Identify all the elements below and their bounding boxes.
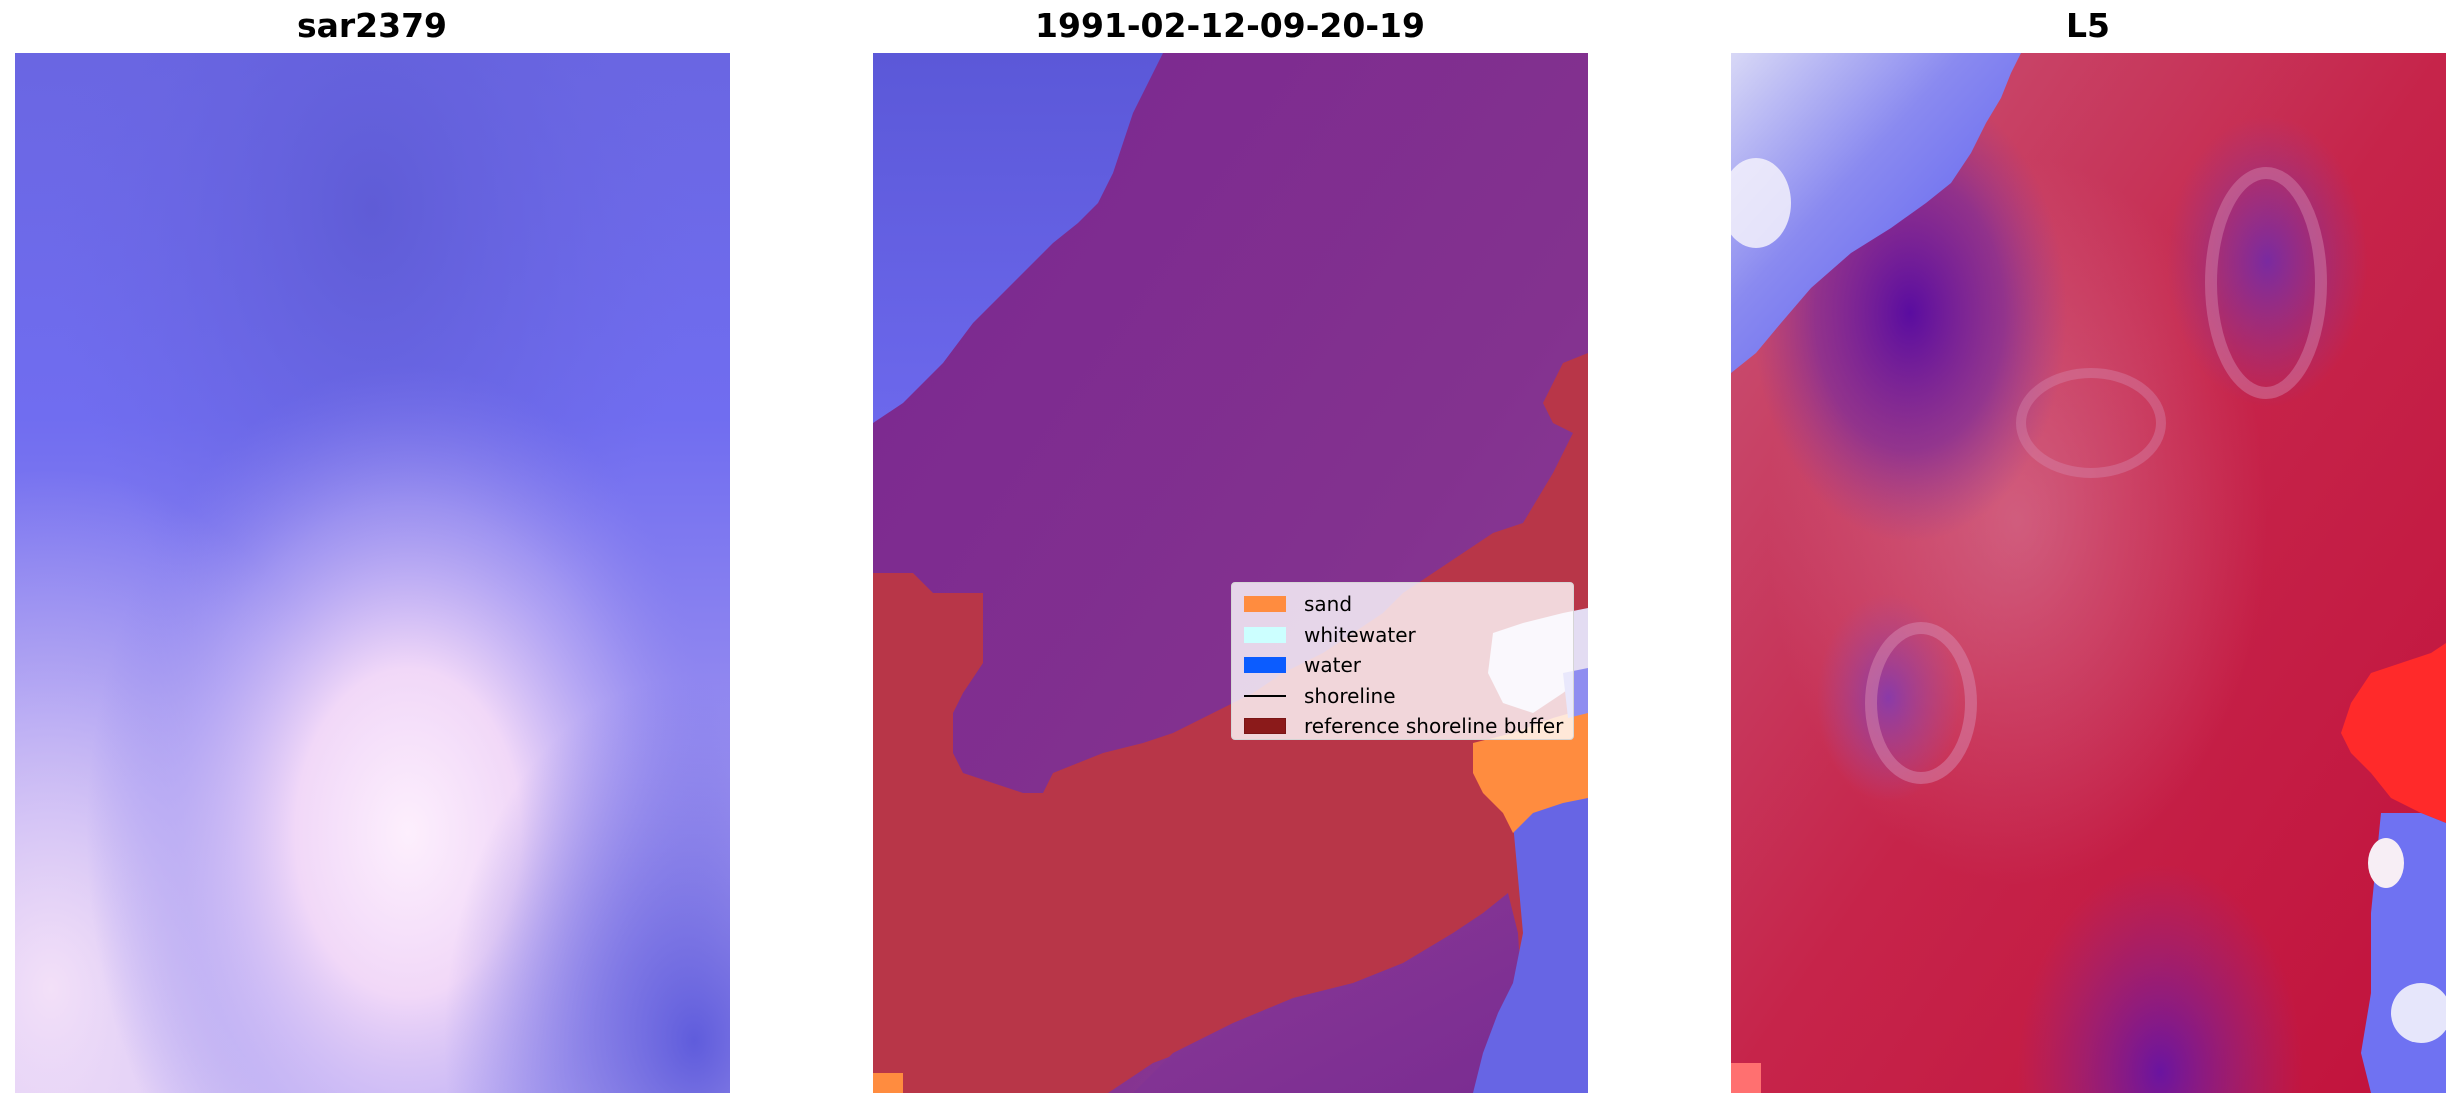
land-region-lower xyxy=(1133,893,1523,1093)
classified-image-panel xyxy=(873,53,1588,1093)
legend-item-water: water xyxy=(1238,650,1573,681)
legend-swatch-whitewater xyxy=(1244,626,1286,643)
panel-title-l5: L5 xyxy=(2066,6,2110,45)
legend-item-shoreline: shoreline xyxy=(1238,681,1573,712)
reference-buffer-patch xyxy=(1543,353,1588,443)
legend-label: water xyxy=(1304,653,1361,678)
legend-line-shoreline xyxy=(1244,688,1286,704)
legend-label: shoreline xyxy=(1304,683,1396,708)
legend-swatch-reference-buffer xyxy=(1244,718,1286,735)
l5-white-spot xyxy=(2368,838,2404,888)
l5-image xyxy=(1731,53,2446,1093)
water-region xyxy=(873,53,1163,423)
classified-image xyxy=(873,53,1588,1093)
l5-bright-red-region xyxy=(2341,643,2446,823)
legend-item-reference-buffer: reference shoreline buffer xyxy=(1238,711,1573,742)
legend-label: reference shoreline buffer xyxy=(1304,714,1564,739)
l5-image-panel xyxy=(1731,53,2446,1093)
sar-image xyxy=(15,53,730,1093)
legend-swatch-water xyxy=(1244,657,1286,674)
legend-item-sand: sand xyxy=(1238,589,1573,620)
legend: sand whitewater water shoreline referenc… xyxy=(1231,582,1574,740)
panel-title-classified: 1991-02-12-09-20-19 xyxy=(1035,6,1425,45)
legend-label: whitewater xyxy=(1304,622,1416,647)
sand-region-corner xyxy=(873,1073,903,1093)
legend-item-whitewater: whitewater xyxy=(1238,620,1573,651)
l5-corner-patch xyxy=(1731,1063,1761,1093)
l5-water-region xyxy=(1731,53,2021,373)
legend-swatch-sand xyxy=(1244,596,1286,613)
sar-image-panel xyxy=(15,53,730,1093)
l5-bright-patch-lower xyxy=(2391,983,2446,1043)
water-region-lower xyxy=(1473,783,1588,1093)
panel-title-sar: sar2379 xyxy=(296,6,448,45)
legend-label: sand xyxy=(1304,592,1353,617)
l5-bright-patch xyxy=(1731,158,1791,248)
